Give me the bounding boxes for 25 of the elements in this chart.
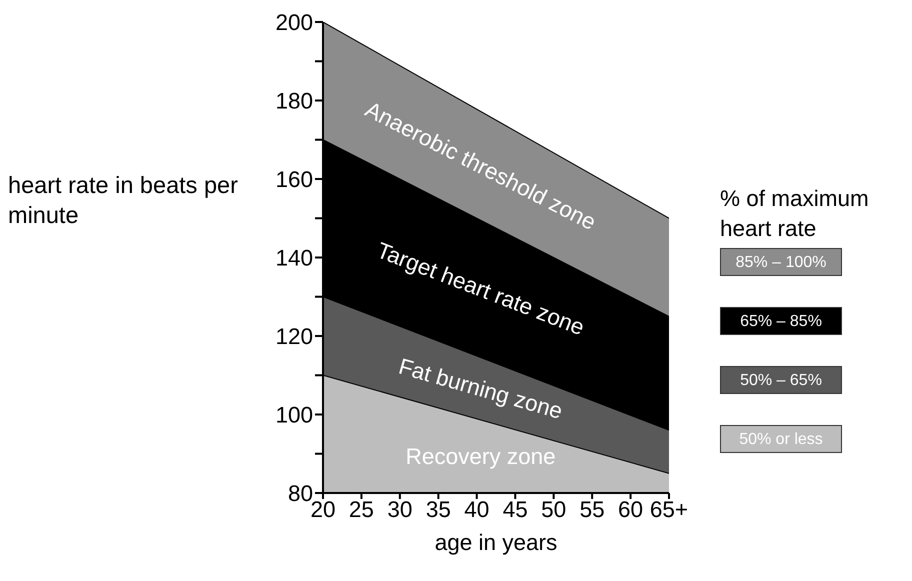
y-tick-label: 160 [275, 166, 313, 192]
x-tick-label: 45 [502, 496, 528, 522]
x-tick-label: 55 [580, 496, 605, 522]
y-tick-label: 180 [275, 88, 313, 114]
y-tick-label: 80 [288, 480, 313, 506]
y-tick-label: 120 [275, 324, 313, 349]
x-tick-label: 40 [464, 496, 490, 522]
legend-title: % of maximum heart rate [720, 185, 870, 243]
y-axis-title: heart rate in beats per minute [8, 171, 239, 230]
text: 65% – 85% [720, 307, 842, 335]
y-tick-label: 140 [275, 245, 313, 270]
y-tick-label: 200 [275, 10, 313, 35]
annotation: Target heart rate zone [373, 238, 588, 340]
x-tick-label: 50 [541, 496, 566, 522]
x-tick-label: 65+ [650, 496, 688, 522]
annotation: Recovery zone [406, 444, 556, 469]
x-tick-label: 25 [348, 496, 374, 522]
y-tick-label: 100 [275, 402, 313, 428]
x-tick-label: 30 [387, 496, 412, 522]
text: 50% or less [720, 425, 842, 453]
x-axis-title: age in years [434, 530, 558, 556]
x-tick-label: 60 [618, 496, 644, 522]
text: 50% – 65% [720, 366, 842, 394]
text: 85% – 100% [720, 248, 842, 276]
x-tick-label: 35 [426, 496, 451, 522]
